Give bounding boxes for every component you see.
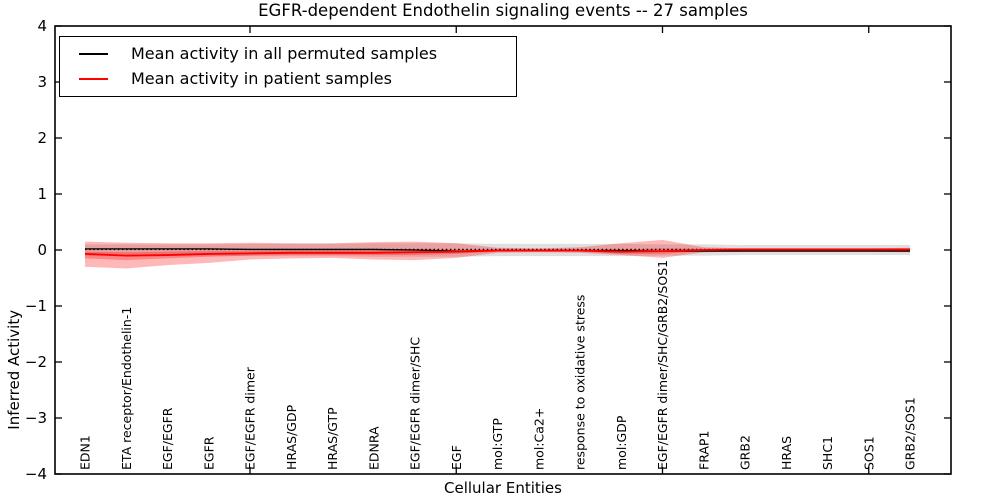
legend-row: Mean activity in all permuted samples (60, 46, 516, 62)
x-category-label: EGF (449, 445, 464, 470)
legend-line-sample-patient (79, 78, 108, 80)
legend-row: Mean activity in patient samples (60, 71, 516, 87)
x-category-label: mol:Ca2+ (531, 408, 546, 470)
y-tick-label: 1 (37, 185, 47, 203)
y-tick-label: 0 (37, 241, 47, 259)
y-axis-label: Inferred Activity (5, 309, 23, 430)
x-category-label: EGF/EGFR dimer/SHC/GRB2/SOS1 (655, 260, 670, 470)
x-category-label: response to oxidative stress (573, 295, 588, 470)
legend: Mean activity in all permuted samples Me… (59, 36, 517, 97)
y-tick-label: −2 (25, 353, 47, 371)
x-category-label: EGF/EGFR (160, 407, 175, 470)
x-category-label: EGF/EGFR dimer (243, 366, 258, 470)
x-category-label: ETA receptor/Endothelin-1 (119, 307, 134, 470)
legend-label: Mean activity in all permuted samples (131, 44, 438, 63)
y-tick-label: −3 (25, 409, 47, 427)
page-title: EGFR-dependent Endothelin signaling even… (258, 1, 748, 20)
x-category-label: SOS1 (861, 436, 876, 470)
x-category-label: mol:GDP (614, 415, 629, 470)
x-category-label: EGFR (201, 436, 216, 470)
x-category-label: EGF/EGFR dimer/SHC (408, 337, 423, 470)
x-category-label: mol:GTP (490, 418, 505, 470)
x-category-label: SHC1 (820, 436, 835, 470)
legend-label: Mean activity in patient samples (131, 69, 392, 88)
x-category-label: HRAS (779, 436, 794, 470)
y-tick-label: −1 (25, 297, 47, 315)
legend-line-sample-permuted (79, 53, 108, 55)
x-category-label: FRAP1 (696, 431, 711, 470)
x-category-label: EDNRA (366, 426, 381, 470)
y-tick-label: 4 (37, 17, 47, 35)
x-category-label: GRB2 (738, 435, 753, 470)
x-category-label: HRAS/GTP (325, 407, 340, 470)
patient-inner-band (85, 248, 910, 261)
x-category-label: HRAS/GDP (284, 404, 299, 470)
x-category-label: GRB2/SOS1 (903, 397, 918, 470)
x-axis-label: Cellular Entities (444, 479, 562, 497)
patient-mean-line (84, 248, 910, 257)
x-category-label: EDN1 (78, 435, 93, 470)
y-tick-label: 2 (37, 129, 47, 147)
y-tick-label: 3 (37, 73, 47, 91)
patient-std-band (85, 239, 910, 269)
y-tick-label: −4 (25, 465, 47, 483)
